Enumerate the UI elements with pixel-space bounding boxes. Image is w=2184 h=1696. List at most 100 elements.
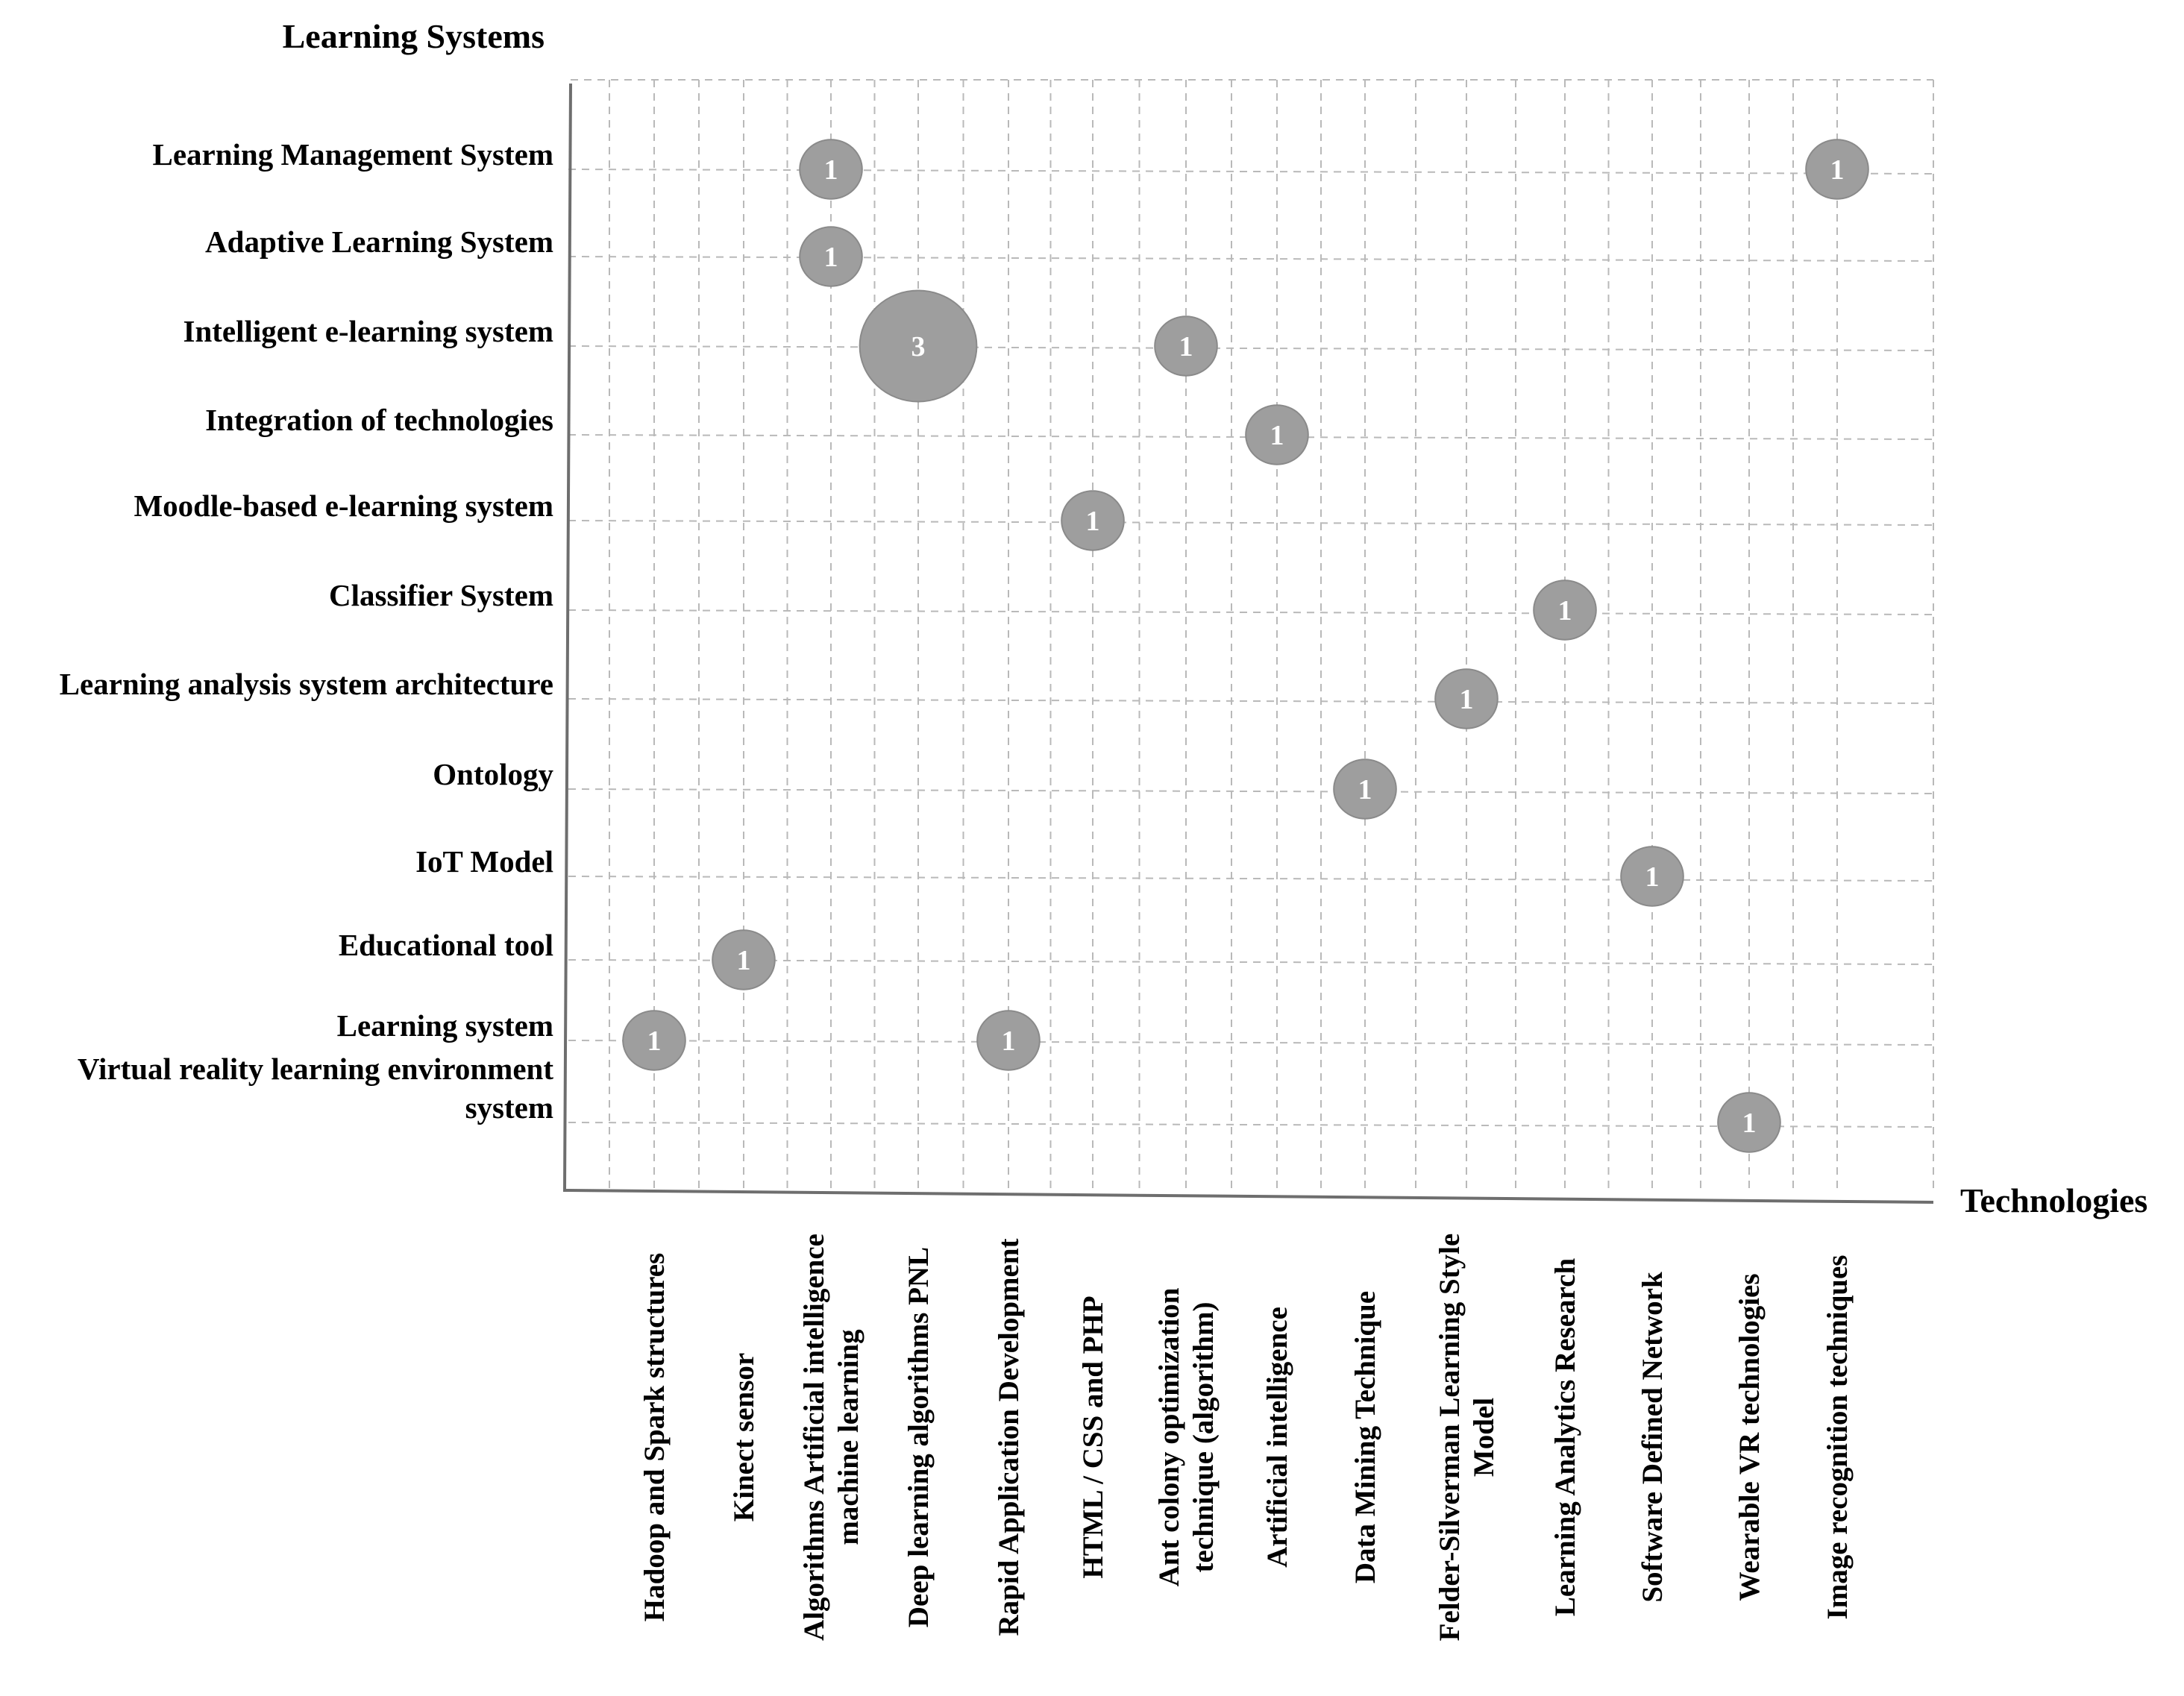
bubble: [1333, 759, 1397, 820]
x-tick-label-text: Software Defined Network: [1637, 1272, 1669, 1603]
y-tick-label-line: Moodle-based e-learning system: [134, 489, 553, 523]
grid-row-line: [568, 698, 1934, 704]
bubble-point: 1: [712, 929, 776, 990]
y-axis-title: Learning Systems: [283, 17, 545, 55]
bubble-point: 1: [1434, 668, 1499, 729]
x-tick-label-text: Felder-Silverman Learning StyleModel: [1434, 1234, 1500, 1642]
y-tick-label: Learning Management System: [152, 137, 553, 172]
bubble: [1434, 668, 1499, 729]
y-tick-label-line: system: [465, 1090, 553, 1125]
bubble-point: 1: [1620, 846, 1684, 907]
grid-row-line: [568, 169, 1934, 175]
x-tick-label-line: Artificial intelligence: [1261, 1307, 1293, 1568]
bubble-value-label: 1: [1270, 420, 1284, 451]
y-tick-label-line: Ontology: [433, 757, 553, 791]
x-axis-title: Technologies: [1960, 1181, 2147, 1219]
x-tick-label-text: Data Mining Technique: [1349, 1291, 1381, 1583]
x-tick-label: Felder-Silverman Learning StyleModel: [1434, 1234, 1500, 1642]
bubble-value-label: 1: [1460, 684, 1474, 715]
bubble: [1245, 404, 1309, 465]
y-tick-label-line: Intelligent e-learning system: [183, 314, 553, 348]
x-tick-label-line: Ant colony optimization: [1153, 1287, 1185, 1586]
x-tick-label-line: Rapid Application Development: [993, 1238, 1025, 1636]
x-tick-label-text: Ant colony optimizationtechnique (algori…: [1153, 1287, 1220, 1586]
grid-row-line: [568, 609, 1934, 615]
y-tick-label-line: Learning Management System: [152, 137, 553, 172]
bubble-value-label: 1: [737, 945, 751, 976]
x-tick-label-line: Wearable VR technologies: [1733, 1273, 1766, 1601]
y-tick-label-line: Adaptive Learning System: [205, 224, 553, 259]
bubble: [1061, 490, 1125, 551]
bubble-value-label: 1: [1742, 1108, 1757, 1139]
x-tick-label: Software Defined Network: [1637, 1272, 1669, 1603]
x-tick-label-line: HTML / CSS and PHP: [1077, 1295, 1109, 1578]
y-tick-label: Learning analysis system architecture: [60, 667, 553, 701]
grid-row-line: [568, 1040, 1934, 1046]
bubble-point: 3: [859, 289, 978, 403]
x-tick-label-text: Algorithms Artificial intelligencemachin…: [798, 1234, 865, 1641]
y-tick-label: IoT Model: [415, 844, 553, 879]
bubble-value-label: 1: [1358, 774, 1372, 805]
x-tick-label-line: technique (algorithm): [1187, 1302, 1220, 1573]
grid-row-line: [568, 256, 1934, 262]
x-tick-label: Kinect sensor: [728, 1353, 760, 1521]
y-tick-label: Virtual reality learning environment syst…: [78, 1052, 553, 1125]
x-tick-label: Wearable VR technologies: [1733, 1273, 1766, 1601]
y-tick-label: Classifier System: [329, 578, 553, 612]
bubble-point: 1: [1154, 315, 1218, 377]
y-tick-label: Ontology: [433, 757, 553, 791]
x-tick-label-line: Felder-Silverman Learning Style: [1434, 1234, 1466, 1642]
x-tick-label: Rapid Application Development: [993, 1238, 1025, 1636]
x-tick-label: Data Mining Technique: [1349, 1291, 1381, 1583]
bubble: [799, 139, 863, 200]
bubble-point: 1: [799, 139, 863, 200]
y-tick-label: Moodle-based e-learning system: [134, 489, 553, 523]
bubble: [622, 1010, 686, 1071]
x-tick-label-line: Learning Analytics Research: [1549, 1258, 1581, 1617]
x-tick-label: Learning Analytics Research: [1549, 1258, 1581, 1617]
y-tick-label: Adaptive Learning System: [205, 224, 553, 259]
bubble: [976, 1010, 1041, 1071]
bubble-point: 1: [1533, 580, 1597, 641]
x-tick-label-line: Algorithms Artificial intelligence: [798, 1234, 830, 1641]
bubble-value-label: 1: [1645, 861, 1660, 893]
x-tick-label-text: Deep learning algorithms PNL: [903, 1247, 935, 1627]
bubble: [859, 289, 978, 403]
y-tick-label: Intelligent e-learning system: [183, 314, 553, 348]
x-tick-label-line: Hadoop and Spark structures: [638, 1253, 671, 1621]
bubble-value-label: 1: [1558, 595, 1572, 626]
bubble-point: 1: [1061, 490, 1125, 551]
bubble-point: 1: [1805, 139, 1869, 200]
bubbles: 1 1 1 3 1 1 1 1 1 1 1 1 1 1 1: [622, 139, 1869, 1153]
bubble-value-label: 1: [1086, 506, 1100, 537]
x-tick-label-text: Learning Analytics Research: [1549, 1258, 1581, 1617]
bubble-value-label: 1: [824, 154, 838, 186]
x-tick-label-text: Wearable VR technologies: [1733, 1273, 1766, 1601]
bubble: [1533, 580, 1597, 641]
bubble-value-label: 1: [647, 1026, 662, 1057]
bubble-value-label: 1: [1830, 154, 1845, 186]
y-tick-label-line: Learning system: [337, 1008, 553, 1043]
x-tick-label-line: Image recognition techniques: [1821, 1255, 1854, 1620]
y-tick-label: Educational tool: [339, 928, 553, 962]
grid-row-line: [568, 345, 1934, 351]
x-tick-label: Ant colony optimizationtechnique (algori…: [1153, 1287, 1220, 1586]
y-tick-label-line: Learning analysis system architecture: [60, 667, 553, 701]
bubble: [712, 929, 776, 990]
x-tick-label-line: Data Mining Technique: [1349, 1291, 1381, 1583]
x-tick-label-line: Model: [1468, 1398, 1500, 1477]
x-tick-label-line: Deep learning algorithms PNL: [903, 1247, 935, 1627]
grid-row-line: [568, 788, 1934, 794]
x-tick-label: Artificial intelligence: [1261, 1307, 1293, 1568]
bubble: [1154, 315, 1218, 377]
x-tick-label-line: machine learning: [832, 1329, 865, 1545]
bubble-point: 1: [976, 1010, 1041, 1071]
y-tick-label: Integration of technologies: [205, 403, 553, 437]
y-tick-label-line: Virtual reality learning environment: [78, 1052, 553, 1086]
bubble-point: 1: [1717, 1092, 1781, 1153]
bubble: [1717, 1092, 1781, 1153]
bubble-point: 1: [1333, 759, 1397, 820]
x-tick-label-text: Hadoop and Spark structures: [638, 1253, 671, 1621]
bubble: [1805, 139, 1869, 200]
